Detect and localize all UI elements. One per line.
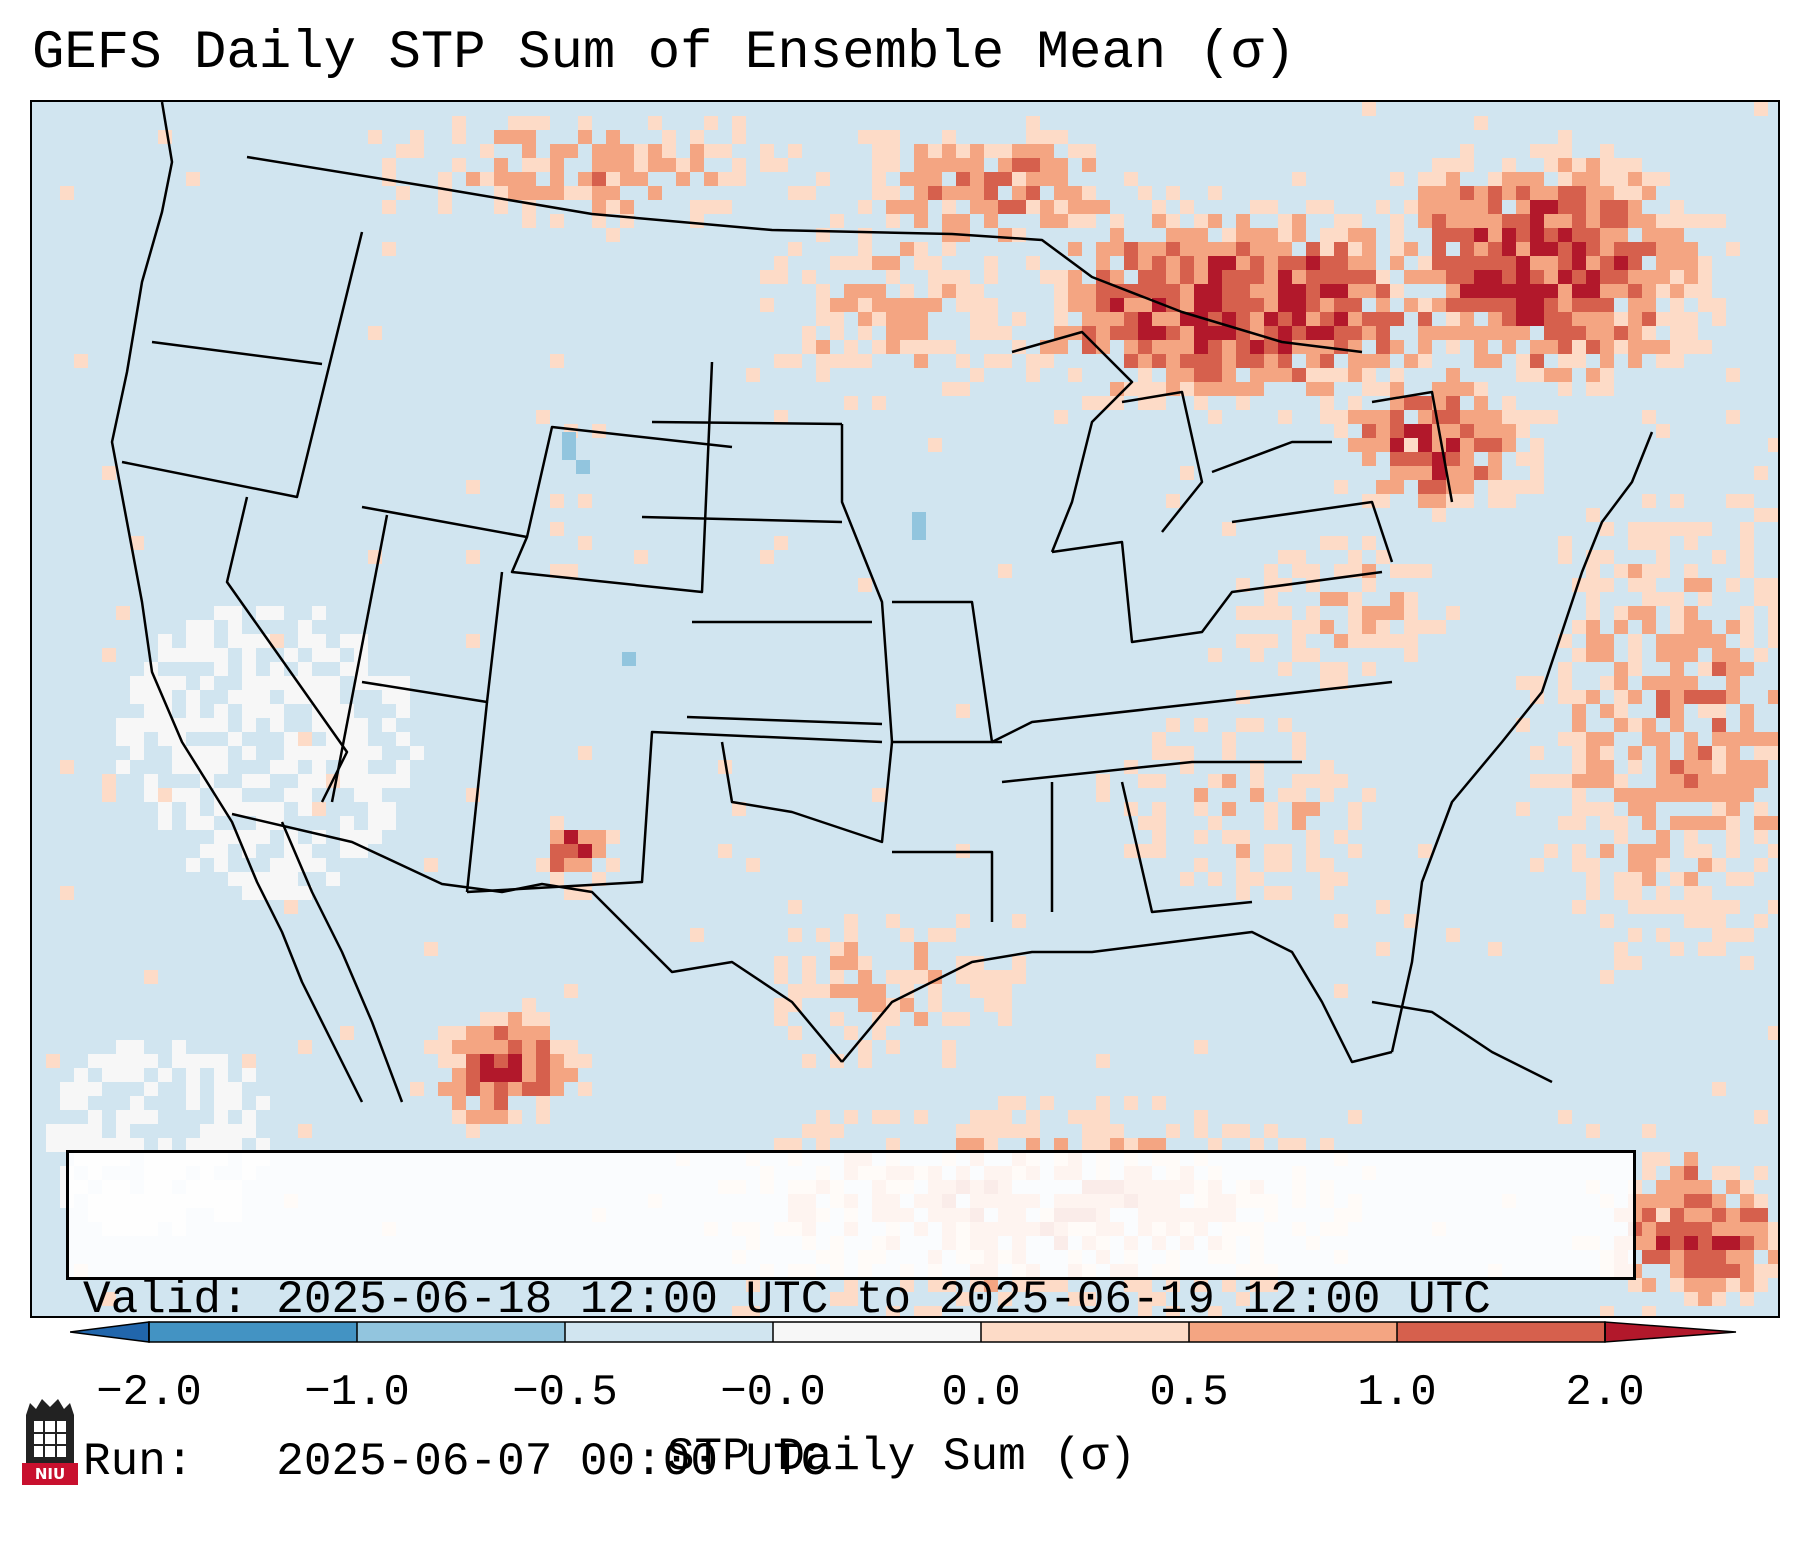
colorbar-segment bbox=[565, 1322, 773, 1342]
colorbar-segment bbox=[981, 1322, 1189, 1342]
baja-coast bbox=[280, 821, 404, 1103]
colorbar-extend-low bbox=[70, 1321, 150, 1343]
gulf-coast bbox=[841, 930, 1393, 1064]
cuba bbox=[1371, 1000, 1553, 1084]
nv-ut-border bbox=[330, 514, 389, 803]
az-nm bbox=[465, 701, 489, 893]
northeast-states bbox=[1231, 390, 1454, 563]
stp-anomaly-cells bbox=[46, 102, 1778, 1316]
niu-logo: NIU bbox=[20, 1395, 80, 1487]
central-states bbox=[892, 600, 1393, 744]
ks-ne-sd-nd bbox=[641, 420, 883, 726]
map-svg bbox=[46, 102, 1778, 1316]
colorbar-tick-label: −0.5 bbox=[512, 1368, 618, 1418]
nm-tx bbox=[466, 730, 883, 894]
colorbar-tick-label: 2.0 bbox=[1565, 1368, 1645, 1418]
valid-run-box: Valid: 2025-06-18 12:00 UTC to 2025-06-1… bbox=[66, 1150, 1636, 1488]
run-value: 2025-06-07 00:00 UTC bbox=[276, 1436, 829, 1488]
or-id-ca-border bbox=[121, 231, 364, 499]
ut-co-wy bbox=[510, 361, 714, 594]
run-row: Run: 2025-06-07 00:00 UTC bbox=[83, 1435, 1619, 1489]
east-coast bbox=[1390, 431, 1654, 1053]
colorbar-tick-label: 0.5 bbox=[1149, 1368, 1229, 1418]
colorbar-segment bbox=[149, 1322, 357, 1342]
valid-label: Valid: bbox=[83, 1274, 249, 1326]
west-coast bbox=[110, 102, 364, 1103]
great-lakes bbox=[1011, 330, 1332, 553]
state-borders bbox=[110, 102, 1654, 1103]
colorbar-segment bbox=[1397, 1322, 1605, 1342]
logo-text: NIU bbox=[34, 1465, 66, 1483]
run-label: Run: bbox=[83, 1436, 194, 1488]
wa-or-border bbox=[151, 340, 323, 366]
ca-nv-border bbox=[225, 496, 349, 803]
colorbar-tick-label: 1.0 bbox=[1357, 1368, 1437, 1418]
colorbar-label: STP Daily Sum (σ) bbox=[666, 1431, 1137, 1483]
valid-value: 2025-06-18 12:00 UTC to 2025-06-19 12:00… bbox=[276, 1274, 1491, 1326]
tx-ok bbox=[720, 741, 894, 844]
colorbar-tick-label: −2.0 bbox=[96, 1368, 202, 1418]
colorbar-segment bbox=[773, 1322, 981, 1342]
niu-logo-icon bbox=[22, 1399, 78, 1485]
ohio-valley bbox=[1051, 540, 1383, 644]
colorbar-tick-label: −1.0 bbox=[304, 1368, 410, 1418]
colorbar bbox=[70, 1321, 1737, 1343]
mn-ia-mo bbox=[840, 424, 1002, 744]
colorbar-extend-high bbox=[1604, 1321, 1737, 1343]
colorbar-tick-label: 0.0 bbox=[941, 1368, 1021, 1418]
southeast-states bbox=[892, 760, 1302, 922]
mexico-border bbox=[231, 812, 843, 1063]
colorbar-segment bbox=[357, 1322, 565, 1342]
map-panel[interactable] bbox=[30, 100, 1780, 1318]
valid-row: Valid: 2025-06-18 12:00 UTC to 2025-06-1… bbox=[83, 1273, 1619, 1327]
canada-border bbox=[246, 155, 1363, 354]
colorbar-segment bbox=[1189, 1322, 1397, 1342]
colorbar-tick-label: −0.0 bbox=[720, 1368, 826, 1418]
chart-title: GEFS Daily STP Sum of Ensemble Mean (σ) bbox=[32, 23, 1296, 84]
id-mt-wy-border bbox=[361, 425, 733, 539]
